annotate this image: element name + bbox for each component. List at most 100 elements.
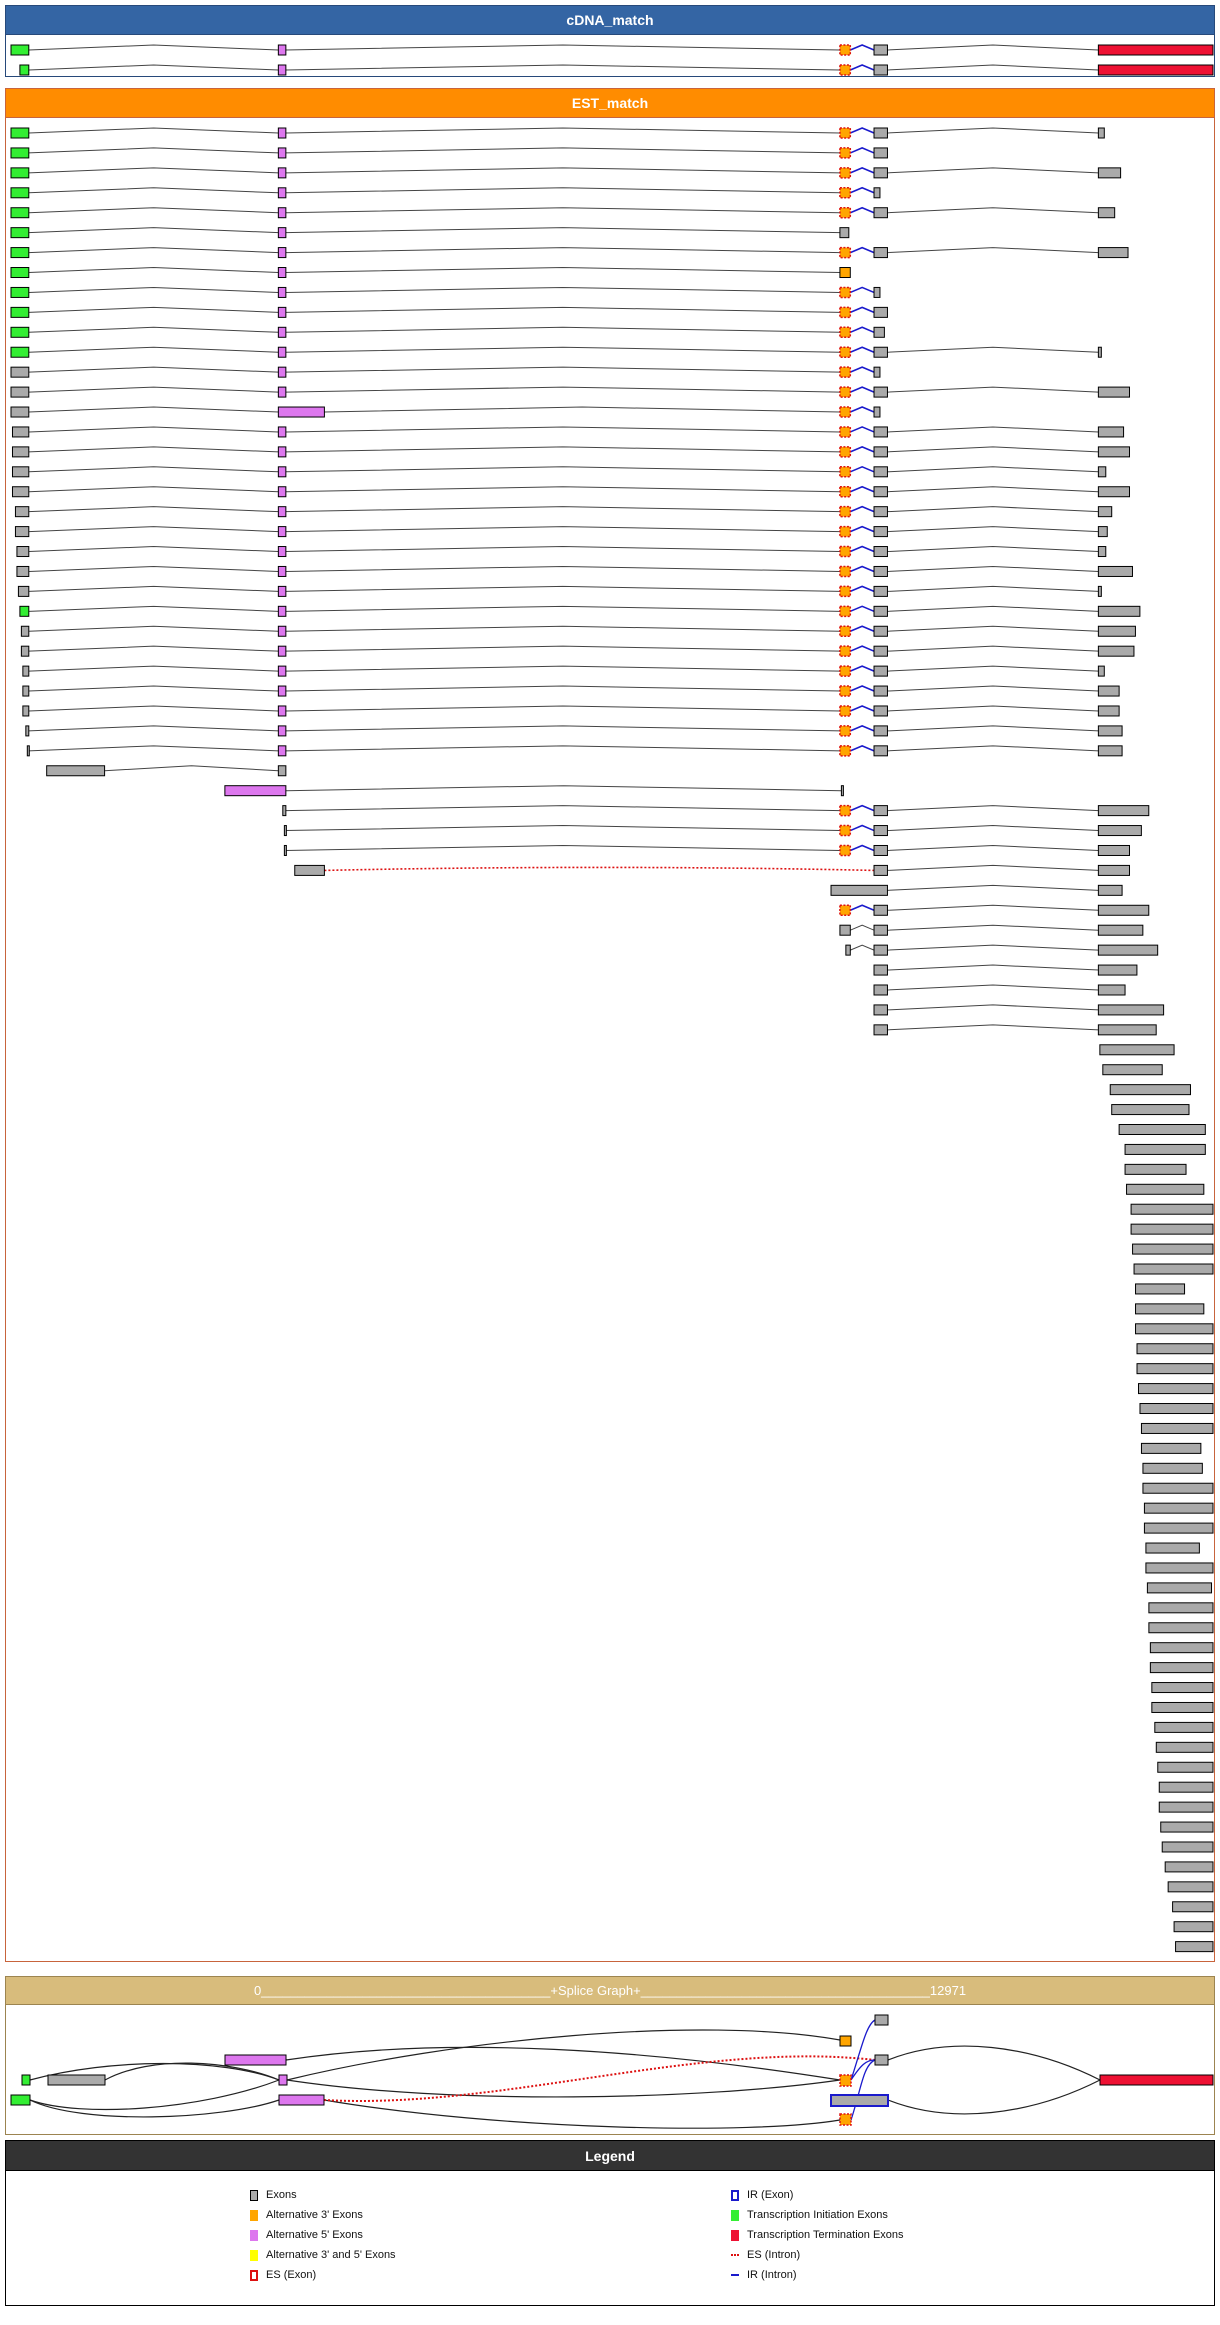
- exon-exon: [1160, 1821, 1214, 1833]
- intron: [887, 1004, 1099, 1011]
- es-exon: [839, 187, 852, 199]
- exon-exon: [1173, 1921, 1214, 1933]
- exon-exon: [1097, 1004, 1165, 1016]
- exon-exon: [1164, 1861, 1214, 1873]
- tss-exon: [10, 247, 30, 259]
- tss-exon: [10, 187, 30, 199]
- exon-exon: [873, 247, 888, 259]
- exon-exon: [873, 167, 888, 179]
- exon-exon: [1151, 1682, 1214, 1694]
- exon-exon: [26, 745, 30, 757]
- intron: [887, 665, 1099, 672]
- exon-exon: [1135, 1323, 1214, 1335]
- ir-intron: [849, 844, 875, 852]
- est-row: [1135, 1303, 1205, 1315]
- tss-exon: [10, 267, 30, 279]
- intron: [887, 685, 1099, 692]
- intron: [887, 645, 1099, 652]
- intron: [285, 805, 840, 812]
- alt3-exon: [839, 267, 851, 279]
- es-exon: [839, 525, 852, 538]
- ir-intron: [849, 625, 875, 632]
- exon-exon: [1136, 1343, 1214, 1355]
- ir-intron: [849, 386, 875, 393]
- intron: [28, 44, 279, 51]
- alt5-exon: [277, 605, 287, 617]
- exon-exon: [873, 924, 888, 936]
- intron: [887, 386, 1099, 393]
- exon-exon: [873, 964, 888, 976]
- intron: [285, 665, 840, 672]
- es-exon: [839, 466, 852, 478]
- legend-label: Alternative 5' Exons: [266, 2229, 363, 2241]
- alt5-exon: [277, 346, 287, 358]
- es-exon: [839, 745, 852, 757]
- exon-exon: [1167, 1881, 1214, 1893]
- intron: [285, 346, 840, 353]
- exon-exon: [873, 64, 888, 76]
- intron: [285, 446, 840, 453]
- exon-exon: [1097, 904, 1150, 916]
- est-row: [1124, 1143, 1206, 1155]
- exon-exon: [1097, 844, 1131, 856]
- est-row: [10, 286, 881, 299]
- splice-graph-canvas: [10, 2014, 1214, 2129]
- exon-node: [47, 2074, 106, 2086]
- tss-exon: [10, 306, 30, 318]
- exon-exon: [1140, 1422, 1214, 1434]
- es-exon: [839, 286, 852, 299]
- alt5-exon: [277, 227, 287, 239]
- intron: [887, 565, 1099, 572]
- alt5-exon: [277, 625, 287, 637]
- intron: [285, 685, 840, 692]
- alt5-exon: [277, 546, 287, 558]
- est-row: [20, 645, 1135, 657]
- ir-intron: [849, 605, 875, 613]
- alt5-exon: [277, 147, 287, 159]
- tss-exon: [19, 64, 30, 76]
- exon-node: [874, 2054, 889, 2066]
- exon-exon: [10, 386, 30, 398]
- legend-label: ES (Exon): [266, 2269, 317, 2281]
- intron: [28, 346, 279, 353]
- legend-label: Exons: [266, 2189, 297, 2201]
- exon-exon: [11, 446, 30, 458]
- exon-exon: [839, 924, 851, 936]
- intron: [28, 565, 279, 572]
- exon-exon: [1097, 645, 1135, 657]
- est-row: [1140, 1442, 1202, 1454]
- exon-exon: [1161, 1841, 1214, 1853]
- intron: [28, 605, 279, 612]
- exon-exon: [1097, 984, 1126, 996]
- legend-label: IR (Exon): [747, 2189, 794, 2201]
- intron: [285, 247, 840, 254]
- ir-intron: [849, 147, 875, 154]
- exon-exon: [16, 546, 30, 558]
- es-exon: [839, 665, 852, 677]
- term-exon: [1097, 44, 1214, 56]
- es-exon: [839, 406, 852, 418]
- intron: [28, 227, 279, 234]
- exon-exon: [1148, 1602, 1214, 1614]
- es-exon: [839, 426, 852, 438]
- exon-exon: [873, 705, 888, 717]
- intron: [887, 705, 1099, 712]
- exon-exon: [1124, 1143, 1206, 1155]
- ir-intron: [849, 465, 875, 473]
- est-match-header: EST_match: [5, 88, 1215, 118]
- splice-graph-title: 0_______________________________________…: [253, 1983, 967, 1998]
- est-row: [1161, 1841, 1214, 1853]
- term-exon-node: [1099, 2074, 1214, 2086]
- exon-exon: [1146, 1582, 1213, 1594]
- exon-exon: [873, 187, 881, 199]
- alt5-exon: [277, 665, 287, 677]
- exon-exon: [1142, 1462, 1203, 1474]
- intron: [285, 585, 840, 592]
- intron: [887, 725, 1099, 732]
- est-row: [1136, 1363, 1214, 1375]
- es-exon: [839, 505, 852, 518]
- intron: [285, 486, 840, 493]
- ir-intron: [849, 406, 875, 413]
- es-exon: [839, 824, 852, 837]
- exon-exon: [839, 227, 850, 239]
